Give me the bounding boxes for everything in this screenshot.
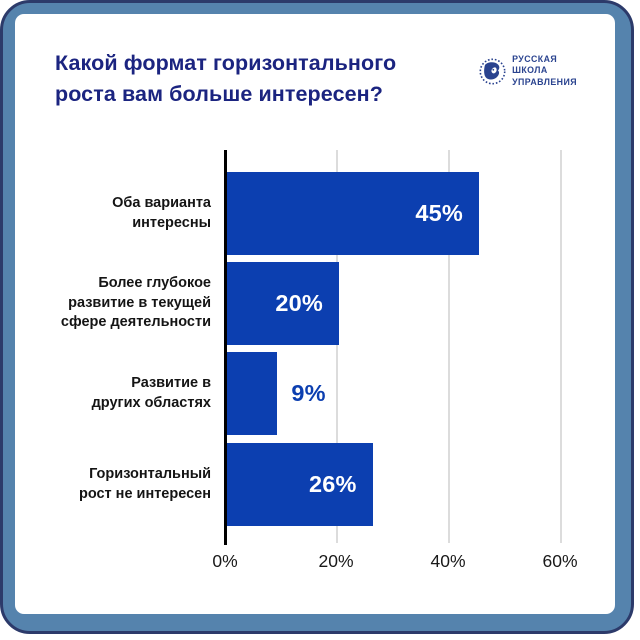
bar-other-areas: 9% bbox=[227, 352, 326, 435]
x-tick-0: 0% bbox=[212, 551, 238, 571]
bar-row-not-interested: Горизонтальный рост не интересен 26% bbox=[15, 443, 615, 526]
bar-deeper-current-field: 20% bbox=[227, 262, 339, 345]
gridline-40 bbox=[448, 150, 450, 543]
category-label: Развитие в других областях bbox=[91, 374, 211, 411]
category-label: Оба варианта интересны bbox=[112, 194, 211, 231]
bar-not-interested: 26% bbox=[227, 443, 373, 526]
bar-value-label: 9% bbox=[291, 380, 326, 406]
rshu-logo: РУССКАЯ ШКОЛА УПРАВЛЕНИЯ bbox=[479, 54, 577, 88]
bar-both-options: 45% bbox=[227, 172, 479, 255]
category-label: Горизонтальный рост не интересен bbox=[78, 465, 211, 502]
bar-value-label: 26% bbox=[308, 471, 357, 497]
gridline-20 bbox=[336, 150, 338, 543]
chart-title: Какой формат горизонтального роста вам б… bbox=[55, 51, 397, 106]
category-label: Более глубокое развитие в текущей сфере … bbox=[60, 275, 211, 331]
bar-value-label: 20% bbox=[275, 290, 323, 316]
rshu-logo-line-2: ШКОЛА bbox=[512, 65, 548, 76]
rshu-logo-line-3: УПРАВЛЕНИЯ bbox=[512, 76, 577, 87]
gridline-60 bbox=[560, 150, 562, 543]
rshu-logo-line-1: РУССКАЯ bbox=[512, 54, 558, 64]
chart-card: Какой формат горизонтального роста вам б… bbox=[15, 14, 615, 614]
y-axis-line bbox=[224, 150, 227, 545]
rshu-logo-icon bbox=[479, 58, 506, 85]
x-tick-40: 40% bbox=[430, 551, 466, 571]
x-tick-20: 20% bbox=[318, 551, 354, 571]
bar-value-label: 45% bbox=[415, 200, 463, 226]
x-tick-60: 60% bbox=[542, 551, 578, 571]
bar-row-deeper-current-field: Более глубокое развитие в текущей сфере … bbox=[15, 262, 615, 345]
bar-row-other-areas: Развитие в других областях 9% bbox=[15, 352, 615, 435]
rshu-logo-text: РУССКАЯ ШКОЛА УПРАВЛЕНИЯ bbox=[512, 54, 577, 88]
bar-row-both-options: Оба варианта интересны 45% bbox=[15, 172, 615, 255]
